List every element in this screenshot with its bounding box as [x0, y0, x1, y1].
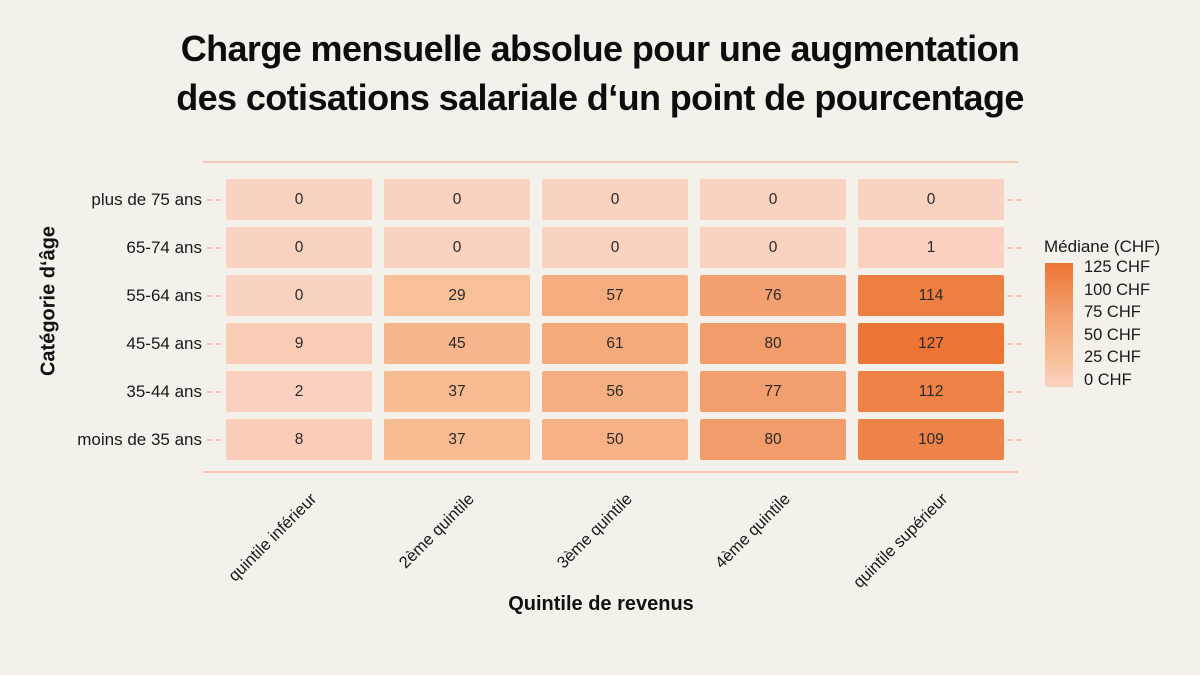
- y-tick-label: 45-54 ans: [126, 333, 202, 353]
- heatmap-cell: 77: [700, 371, 846, 412]
- heatmap-cell: 0: [700, 179, 846, 220]
- chart-title-line-1: Charge mensuelle absolue pour une augmen…: [180, 28, 1020, 69]
- heatmap-cell: 0: [700, 227, 846, 268]
- y-tick-dash-right: [1007, 342, 1022, 345]
- heatmap-cell: 2: [226, 371, 372, 412]
- y-tick-label: moins de 35 ans: [77, 429, 202, 449]
- y-tick-dash-right: [1007, 438, 1022, 441]
- legend-tick-labels: 125 CHF 100 CHF 75 CHF 50 CHF 25 CHF 0 CHF: [1084, 256, 1150, 391]
- y-tick-dash-left: [207, 342, 221, 345]
- y-tick-dash-right: [1007, 390, 1022, 393]
- heatmap-cell: 127: [858, 323, 1004, 364]
- heatmap-cell: 37: [384, 371, 530, 412]
- legend-tick-label: 25 CHF: [1084, 348, 1141, 366]
- y-tick-dash-right: [1007, 294, 1022, 297]
- x-tick-label: 3ème quintile: [553, 490, 636, 573]
- y-tick-label: 35-44 ans: [126, 381, 202, 401]
- x-axis-title: Quintile de revenus: [508, 593, 694, 615]
- y-tick-dash-right: [1007, 246, 1022, 249]
- heatmap-cell: 0: [226, 179, 372, 220]
- plot-top-border-line: [203, 161, 1018, 163]
- y-tick-label: 65-74 ans: [126, 237, 202, 257]
- x-tick-label: quintile supérieur: [850, 490, 952, 592]
- legend-tick-label: 0 CHF: [1084, 370, 1132, 389]
- heatmap-cell: 114: [858, 275, 1004, 316]
- heatmap-cell: 37: [384, 419, 530, 460]
- heatmap-cell: 0: [858, 179, 1004, 220]
- heatmap-cell: 9: [226, 323, 372, 364]
- heatmap-cell: 109: [858, 419, 1004, 460]
- legend-tick-label: 50 CHF: [1084, 325, 1141, 344]
- y-tick-dash-left: [207, 246, 221, 249]
- heatmap-cell: 57: [542, 275, 688, 316]
- legend-colorbar: [1045, 263, 1073, 387]
- heatmap-cell: 0: [542, 179, 688, 220]
- heatmap-cell: 0: [384, 227, 530, 268]
- heatmap-cell: 50: [542, 419, 688, 460]
- chart-title: Charge mensuelle absolue pour une augmen…: [0, 24, 1200, 122]
- heatmap-cell: 112: [858, 371, 1004, 412]
- heatmap-cell: 61: [542, 323, 688, 364]
- legend-tick-label: 75 CHF: [1084, 303, 1141, 321]
- heatmap-cell: 76: [700, 275, 846, 316]
- heatmap-cell: 80: [700, 323, 846, 364]
- y-tick-label: plus de 75 ans: [91, 189, 202, 209]
- y-tick-dash-left: [207, 198, 221, 201]
- heatmap-cell: 0: [226, 227, 372, 268]
- legend-title: Médiane (CHF): [1044, 237, 1161, 256]
- y-tick-dash-right: [1007, 198, 1022, 201]
- heatmap-cell: 0: [384, 179, 530, 220]
- heatmap-cell: 56: [542, 371, 688, 412]
- heatmap-cell: 0: [226, 275, 372, 316]
- heatmap-cell: 29: [384, 275, 530, 316]
- heatmap-cell: 8: [226, 419, 372, 460]
- y-tick-dash-left: [207, 294, 221, 297]
- y-tick-dash-left: [207, 390, 221, 393]
- heatmap-cell: 0: [542, 227, 688, 268]
- x-tick-label: 4ème quintile: [711, 490, 794, 573]
- y-tick-label: 55-64 ans: [126, 285, 202, 305]
- y-tick-dash-left: [207, 438, 221, 441]
- heatmap-cell: 80: [700, 419, 846, 460]
- heatmap-cell: 45: [384, 323, 530, 364]
- plot-bottom-border-line: [203, 471, 1018, 473]
- legend-tick-label: 100 CHF: [1084, 280, 1151, 299]
- legend-tick-label: 125 CHF: [1084, 258, 1151, 276]
- heatmap-cell: 1: [858, 227, 1004, 268]
- chart-title-line-2: des cotisations salariale d‘un point de …: [176, 77, 1024, 118]
- x-tick-label: quintile inférieur: [224, 490, 320, 586]
- x-tick-label: 2ème quintile: [395, 490, 478, 573]
